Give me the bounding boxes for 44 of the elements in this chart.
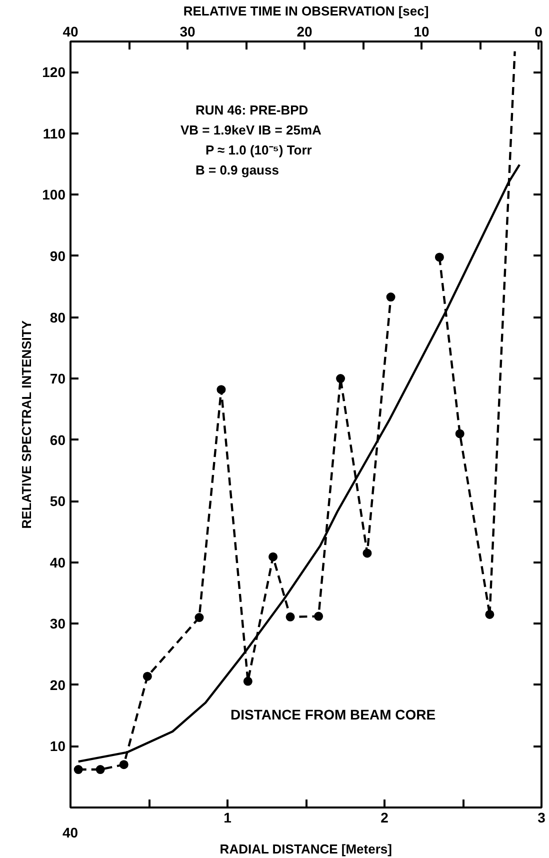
point [286, 612, 295, 622]
annotation: VB = 1.9keV IB = 25mA [180, 122, 322, 138]
y-tick-label: 110 [42, 125, 66, 142]
point [96, 765, 105, 774]
x-tick-label: 1 [224, 810, 232, 826]
y-tick-label: 30 [50, 616, 66, 632]
point [216, 385, 226, 394]
point [386, 292, 396, 302]
point [455, 429, 464, 438]
x2-tick-label: 40 [62, 24, 78, 40]
point [336, 374, 346, 384]
x2-tick-label: 10 [414, 24, 430, 40]
text: 40 [62, 824, 78, 840]
y-tick-label: 100 [42, 186, 66, 203]
y-tick-label: 120 [42, 64, 66, 80]
x2-tick-label: 20 [296, 24, 313, 40]
point [268, 552, 278, 562]
point [142, 672, 152, 681]
y-tick-label: 40 [50, 554, 66, 570]
y-tick-label: 50 [50, 493, 66, 510]
y-tick-label: 10 [50, 738, 66, 754]
point [194, 613, 204, 622]
point [74, 765, 83, 774]
x-axis-title: RADIAL DISTANCE [Meters] [220, 842, 392, 856]
annotation: P ≈ 1.0 (10⁻⁵) Torr [206, 142, 312, 158]
x2-axis-title: RELATIVE TIME IN OBSERVATION [sec] [183, 4, 429, 18]
point [119, 760, 128, 770]
y-tick-label: 20 [50, 676, 66, 693]
y-axis-title: RELATIVE SPECTRAL INTENSITY [19, 320, 34, 529]
y-tick-label: 60 [50, 432, 66, 448]
x-tick-label: 3 [538, 810, 546, 826]
point [434, 252, 444, 262]
point [243, 676, 252, 686]
y-tick-label: 90 [50, 248, 66, 264]
x2-tick-label: 30 [180, 24, 196, 40]
x2-tick-label: 0 [534, 24, 543, 40]
annotation: RUN 46: PRE-BPD [196, 102, 308, 118]
point [362, 548, 372, 558]
annotation: B = 0.9 gauss [196, 162, 279, 178]
y-tick-label: 80 [50, 309, 66, 326]
annotation: DISTANCE FROM BEAM CORE [230, 706, 436, 722]
x-tick-label: 2 [380, 810, 389, 826]
point [314, 612, 324, 621]
y-tick-label: 70 [50, 370, 66, 387]
